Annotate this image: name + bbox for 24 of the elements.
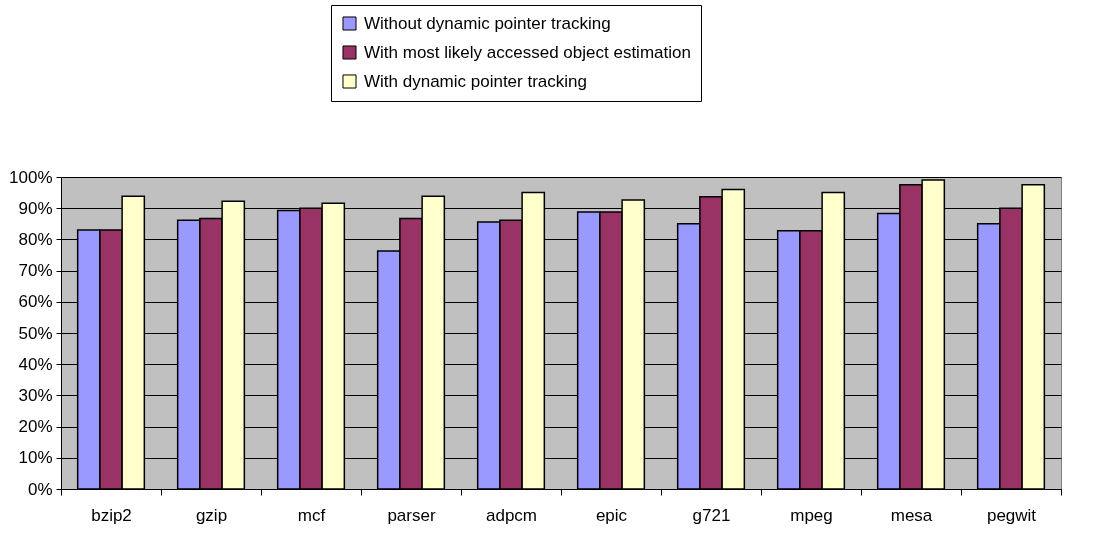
legend-label: With dynamic pointer tracking — [364, 71, 587, 91]
x-tick-label: adpcm — [485, 505, 538, 525]
x-tick-label: mcf — [297, 505, 326, 525]
y-tick-label: 80% — [18, 229, 53, 249]
x-tick-label: parser — [387, 505, 436, 525]
x-tick-label: bzip2 — [91, 505, 132, 525]
y-tick-label: 30% — [18, 385, 53, 405]
y-tick-label: 90% — [18, 198, 53, 218]
y-tick-label: 50% — [18, 323, 53, 343]
x-tick-label: mesa — [890, 505, 933, 525]
x-tick-label: mpeg — [790, 505, 833, 525]
y-tick-label: 0% — [27, 479, 53, 499]
y-tick-label: 70% — [18, 261, 53, 281]
y-tick-label: 100% — [9, 167, 53, 187]
legend-label: With most likely accessed object estimation — [364, 42, 691, 62]
x-tick-label: epic — [595, 505, 628, 525]
y-tick-label: 60% — [18, 292, 53, 312]
y-tick-label: 40% — [18, 354, 53, 374]
legend-label: Without dynamic pointer tracking — [364, 13, 611, 33]
y-tick-label: 20% — [18, 417, 53, 437]
x-tick-label: pegwit — [986, 505, 1037, 525]
x-tick-label: gzip — [195, 505, 228, 525]
y-tick-label: 10% — [18, 448, 53, 468]
x-tick-label: g721 — [692, 505, 731, 525]
